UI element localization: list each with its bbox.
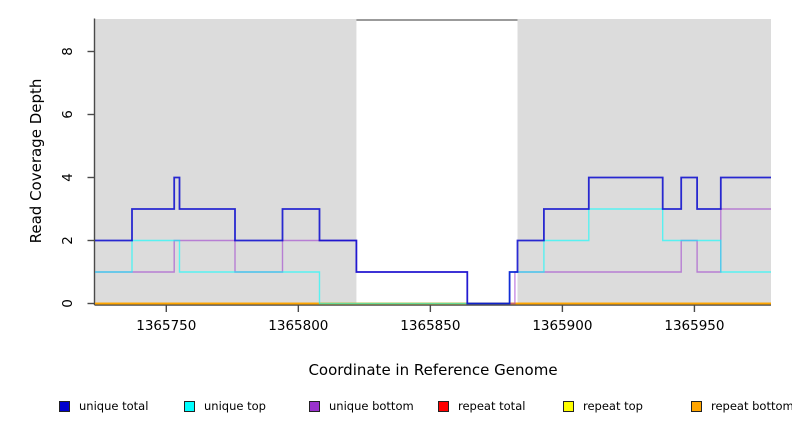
series-unique-total (95, 176, 771, 305)
legend-label: unique bottom (329, 399, 414, 413)
legend-swatch-repeat-bottom (691, 400, 702, 412)
y-tick-label: 6 (60, 110, 76, 119)
legend-swatch-repeat-total (438, 400, 449, 412)
x-tick-label: 1365950 (664, 318, 724, 334)
legend-swatch-unique-total (59, 400, 70, 412)
x-axis-title: Coordinate in Reference Genome (308, 361, 558, 379)
legend-label: repeat bottom (711, 399, 792, 413)
y-axis-title: Read Coverage Depth (27, 78, 45, 244)
legend-item-repeat-bottom: repeat bottom (691, 397, 792, 415)
series-unique-top (95, 208, 771, 305)
legend-label: unique top (204, 399, 266, 413)
y-tick-label: 8 (60, 47, 76, 56)
x-tick-label: 1365850 (400, 318, 460, 334)
legend-label: repeat total (458, 399, 526, 413)
legend-swatch-unique-top (184, 400, 195, 412)
legend-item-unique-bottom: unique bottom (309, 397, 414, 415)
legend-swatch-repeat-top (563, 400, 574, 412)
legend-item-unique-total: unique total (59, 397, 148, 415)
legend: unique total unique top unique bottom repea… (0, 397, 792, 417)
x-tick-label: 1365800 (268, 318, 328, 334)
legend-label: repeat top (583, 399, 643, 413)
legend-item-repeat-total: repeat total (438, 397, 525, 415)
legend-swatch-unique-bottom (309, 400, 320, 412)
legend-item-repeat-top: repeat top (563, 397, 643, 415)
x-tick-label: 1365750 (136, 318, 196, 334)
y-tick-label: 0 (60, 299, 76, 308)
legend-label: unique total (79, 399, 149, 413)
shaded-band-0 (95, 19, 357, 304)
y-tick-label: 4 (60, 173, 76, 182)
legend-item-unique-top: unique top (184, 397, 266, 415)
shaded-band-1 (517, 19, 771, 304)
y-tick-label: 2 (60, 236, 76, 245)
x-tick-label: 1365900 (532, 318, 592, 334)
